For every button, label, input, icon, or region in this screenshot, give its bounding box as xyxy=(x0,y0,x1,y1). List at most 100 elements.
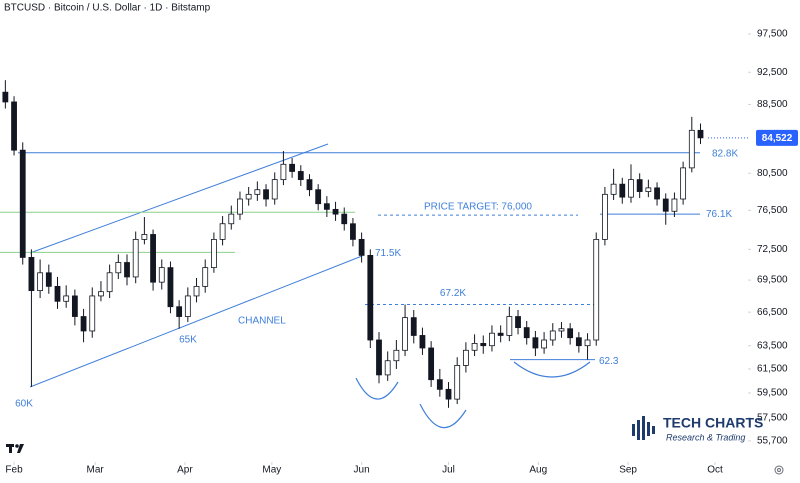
candle-body xyxy=(384,360,391,376)
candle-body xyxy=(532,337,539,349)
candle-body xyxy=(515,316,521,329)
candle-body xyxy=(141,234,148,240)
arc xyxy=(419,403,467,429)
candle-body xyxy=(662,198,669,212)
channel-label: CHANNEL xyxy=(238,316,286,327)
candle-body xyxy=(602,193,608,240)
candle-body xyxy=(150,234,156,283)
watermark: TECH CHARTS Research & Trading xyxy=(632,415,763,442)
candle-body xyxy=(410,317,417,336)
candle-body xyxy=(419,335,426,349)
candle-body xyxy=(680,167,687,200)
arc xyxy=(513,361,591,378)
y-tick-label: 88,500 xyxy=(757,99,788,110)
candle-body xyxy=(106,272,113,293)
candle-body xyxy=(480,343,487,347)
candle-body xyxy=(193,285,200,297)
candle-body xyxy=(219,223,226,240)
candle-body xyxy=(654,187,660,200)
candle-body xyxy=(506,316,513,336)
marks: 55,700 57,500 59,500 61,500 63,500 66,500 69,5… xyxy=(0,29,798,476)
channel-upper xyxy=(29,143,329,254)
candle-body xyxy=(523,327,530,339)
candle-body xyxy=(80,316,87,332)
annotation-label: 71.5K xyxy=(375,248,401,259)
y-tick-label: 76,500 xyxy=(757,205,788,216)
candle-body xyxy=(358,238,365,256)
settings-icon[interactable] xyxy=(774,465,784,475)
candle-body xyxy=(697,129,704,139)
candle-body xyxy=(63,295,70,302)
x-tick-label: Apr xyxy=(177,465,193,476)
candle-body xyxy=(558,328,565,332)
x-tick-label: Jun xyxy=(354,465,370,476)
candle-body xyxy=(688,129,695,169)
candle-body xyxy=(402,317,408,351)
candle-body xyxy=(367,254,374,341)
candle-body xyxy=(350,223,356,240)
annotation-label: 60K xyxy=(15,399,33,410)
candle-body xyxy=(158,267,165,283)
candle-body xyxy=(619,183,626,198)
candle-body xyxy=(124,262,130,278)
x-tick-label: May xyxy=(262,465,281,476)
candle-body xyxy=(271,179,278,200)
candle-body xyxy=(471,343,478,351)
candle-body xyxy=(315,189,322,205)
candle-body xyxy=(71,295,78,317)
candle-body xyxy=(37,272,44,292)
x-tick-label: Oct xyxy=(707,465,723,476)
candle-body xyxy=(645,187,652,192)
candle-body xyxy=(297,171,304,181)
candle-body xyxy=(332,208,339,215)
candle-body xyxy=(323,203,330,210)
candle-body xyxy=(228,213,235,225)
x-tick-label: Jul xyxy=(442,465,455,476)
candle-body xyxy=(497,332,504,336)
candle-body xyxy=(593,238,600,341)
candle-body xyxy=(575,337,582,347)
channel-lower xyxy=(29,255,363,388)
candle-body xyxy=(567,328,574,339)
y-tick-label: 57,500 xyxy=(757,412,788,423)
candle-body xyxy=(454,365,461,400)
candle-body xyxy=(184,295,191,317)
level-label: 62.3 xyxy=(599,356,619,367)
candle-body xyxy=(211,238,217,269)
candle-body xyxy=(671,198,678,212)
candle-body xyxy=(541,339,547,349)
candle-body xyxy=(584,339,591,347)
candle-body xyxy=(28,257,35,292)
chart-title: BTCUSD · Bitcoin / U.S. Dollar · 1D · Bi… xyxy=(4,3,211,14)
x-tick-label: Feb xyxy=(5,465,23,476)
arc xyxy=(355,377,399,400)
x-tick-label: Aug xyxy=(529,465,547,476)
y-tick-label: 92,500 xyxy=(757,67,788,78)
level-label: 76.1K xyxy=(706,209,732,220)
candle-body xyxy=(19,149,26,258)
candle-body xyxy=(636,179,643,192)
platform-logo xyxy=(6,444,24,453)
last-price-box xyxy=(756,129,798,146)
channel xyxy=(29,143,363,388)
candle-body xyxy=(254,189,261,195)
candle-body xyxy=(445,388,452,400)
candle-body xyxy=(280,163,287,181)
candle-body xyxy=(132,238,139,278)
candle-body xyxy=(54,285,61,302)
candle-body xyxy=(393,349,400,362)
candle-body xyxy=(98,291,104,297)
watermark-name: TECH CHARTS xyxy=(663,415,763,431)
candle-body xyxy=(115,262,122,274)
candle-body xyxy=(489,332,495,347)
annotation-label: 65K xyxy=(179,334,197,345)
candle-body xyxy=(628,179,634,198)
y-tick-label: 69,500 xyxy=(757,275,788,286)
watermark-icon xyxy=(632,416,655,440)
y-tick-label: 55,700 xyxy=(757,436,788,447)
candle-body xyxy=(167,267,174,308)
candle-body xyxy=(89,295,96,332)
y-tick-label: 63,500 xyxy=(757,340,788,351)
